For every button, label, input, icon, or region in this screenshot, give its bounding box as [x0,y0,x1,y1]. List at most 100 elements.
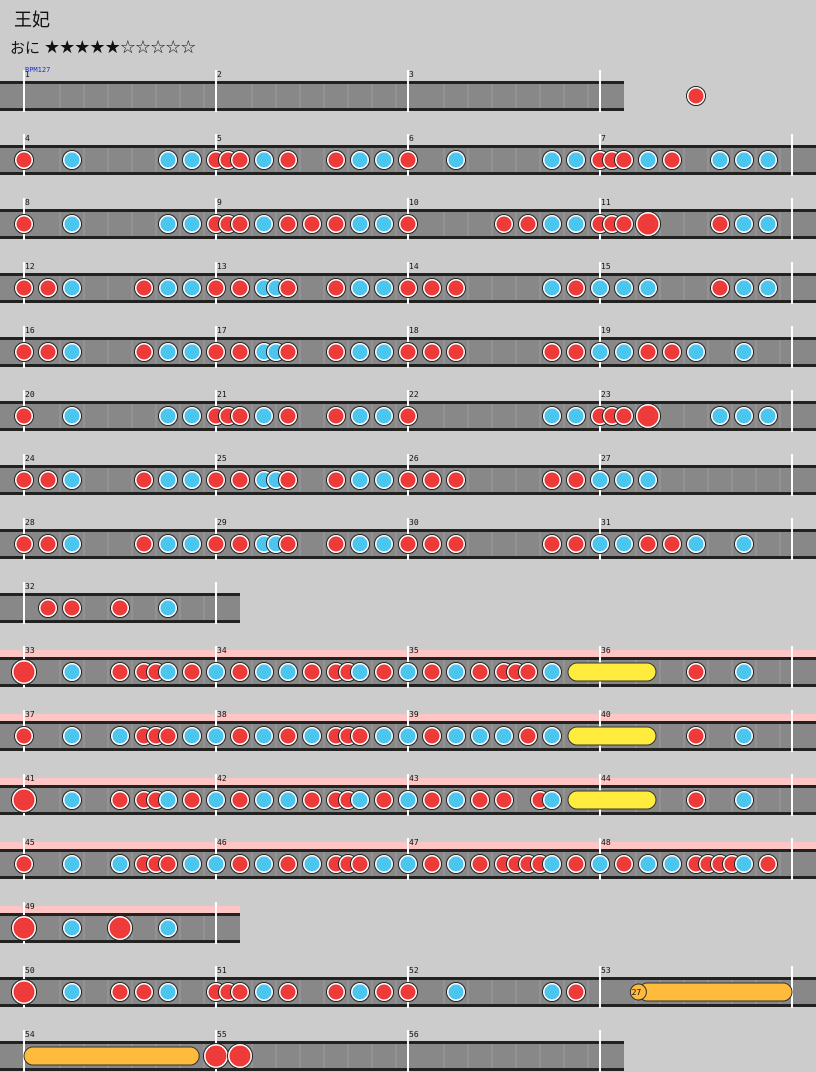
measure-number: 16 [25,326,35,335]
note-face [472,856,488,872]
measure-number: 8 [25,198,30,207]
note-face [472,792,488,808]
note-face [736,280,752,296]
measure-number: 55 [217,1030,227,1039]
measure-number: 37 [25,710,35,719]
note-face [544,984,560,1000]
note-face [424,280,440,296]
note-face [424,664,440,680]
note-face [64,600,80,616]
note-face [232,408,248,424]
note-face [232,856,248,872]
note-face [736,152,752,168]
note-face [16,344,32,360]
note-face [352,856,368,872]
note-face [400,984,416,1000]
note-face [184,856,200,872]
measure-number: 43 [409,774,419,783]
measure-number: 41 [25,774,35,783]
measure-number: 46 [217,838,227,847]
note-face [184,152,200,168]
measure-number: 47 [409,838,419,847]
note-face [184,536,200,552]
measure-number: 2 [217,70,222,79]
note-face [376,536,392,552]
note-face [376,344,392,360]
note-face [328,408,344,424]
note-face [376,856,392,872]
note-face [232,216,248,232]
note-face [13,917,35,939]
note-face [568,216,584,232]
note-face [544,280,560,296]
note-face [616,152,632,168]
note-face [184,280,200,296]
note-face [160,152,176,168]
measure-number: 48 [601,838,611,847]
note-face [376,472,392,488]
note-face [616,344,632,360]
note-face [40,600,56,616]
difficulty-label: おに [10,38,41,57]
note-face [568,408,584,424]
note-face [136,280,152,296]
note-face [64,728,80,744]
measure-number: 33 [25,646,35,655]
note-face [544,344,560,360]
note-face [688,344,704,360]
note-face [376,152,392,168]
measure-number: 53 [601,966,611,975]
measure-number: 31 [601,518,611,527]
note-face [40,536,56,552]
measure-number: 42 [217,774,227,783]
note-face [160,920,176,936]
note-face [400,280,416,296]
note-face [40,344,56,360]
note-face [208,856,224,872]
note-face [112,664,128,680]
measure-number: 19 [601,326,611,335]
note-face [208,344,224,360]
note-face [400,472,416,488]
note-face [160,984,176,1000]
measure-number: 21 [217,390,227,399]
note-face [280,728,296,744]
note-face [304,792,320,808]
note-face [448,280,464,296]
note-face [208,728,224,744]
note-face [688,792,704,808]
measure-number: 23 [601,390,611,399]
note-face [448,792,464,808]
note-face [400,152,416,168]
note-face [640,280,656,296]
note-face [736,408,752,424]
note-face [688,88,704,104]
bpm-label: BPM127 [25,66,50,74]
note-face [16,856,32,872]
note-face [256,216,272,232]
note-face [16,408,32,424]
note-face [688,664,704,680]
note-face [280,984,296,1000]
note-face [280,664,296,680]
note-face [280,856,296,872]
measure-number: 51 [217,966,227,975]
note-face [328,536,344,552]
note-face [184,792,200,808]
note-face [280,792,296,808]
note-face [616,472,632,488]
note-face [448,728,464,744]
note-face [736,536,752,552]
note-face [112,728,128,744]
note-face [616,280,632,296]
note-face [184,472,200,488]
note-face [400,536,416,552]
note-face [328,472,344,488]
note-face [760,216,776,232]
measure-number: 32 [25,582,35,591]
note-face [112,600,128,616]
note-face [376,728,392,744]
note-face [328,216,344,232]
note-face [16,728,32,744]
note-face [304,856,320,872]
